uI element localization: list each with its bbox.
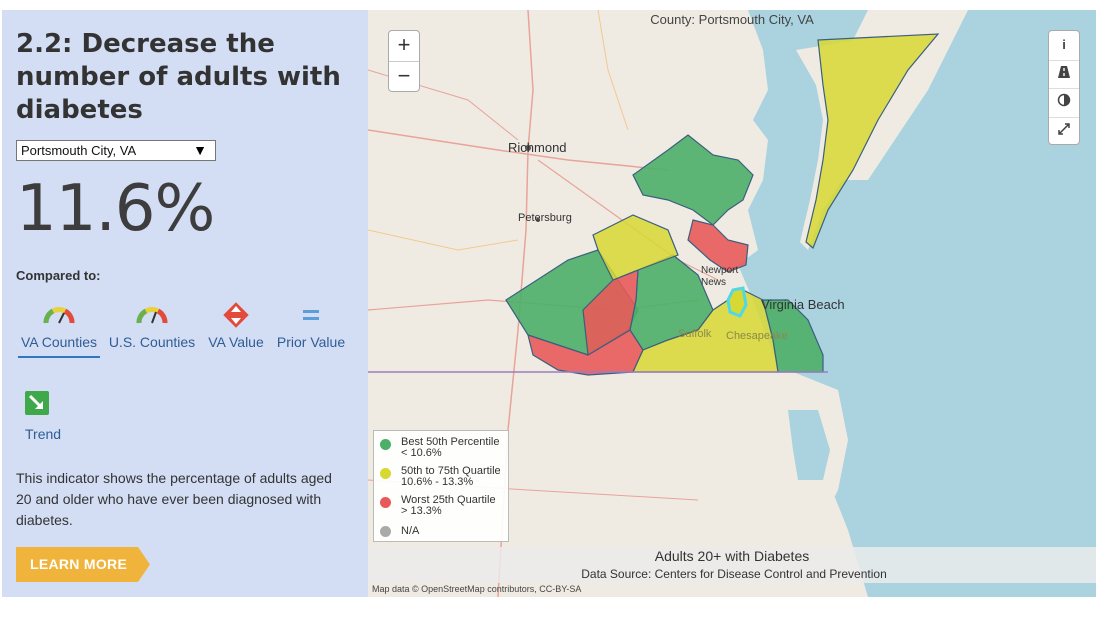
legend-range: < 10.6% xyxy=(401,447,442,459)
map-legend: Best 50th Percentile < 10.6% 50th to 75th… xyxy=(373,430,509,542)
county-label: County: Portsmouth City, VA xyxy=(650,12,814,27)
indicator-value: 11.6% xyxy=(16,172,215,246)
compare-label: VA Value xyxy=(208,334,264,350)
legend-dot xyxy=(380,526,391,537)
place-label: Newport News xyxy=(701,265,739,288)
gauge-icon xyxy=(108,300,196,330)
zoom-control: + − xyxy=(388,30,420,92)
compare-label: Prior Value xyxy=(276,334,346,350)
legend-range: > 13.3% xyxy=(401,505,442,517)
trend-button[interactable]: Trend xyxy=(24,390,61,442)
legend-dot xyxy=(380,497,391,508)
place-label: Petersburg xyxy=(518,212,572,224)
basemap xyxy=(368,10,1096,597)
legend-label: Worst 25th Quartile xyxy=(401,494,496,506)
legend-dot xyxy=(380,439,391,450)
fullscreen-icon[interactable] xyxy=(1049,116,1079,146)
road-icon[interactable] xyxy=(1049,59,1079,89)
county-region-yellow-eastern-shore xyxy=(805,33,940,250)
zoom-in-button[interactable]: + xyxy=(397,32,411,57)
place-label: Richmond xyxy=(508,140,567,155)
compare-us-counties-button[interactable]: U.S. Counties xyxy=(108,300,196,350)
gauge-icon xyxy=(18,300,100,330)
compare-va-value-button[interactable]: VA Value xyxy=(206,300,266,350)
diamond-arrows-icon xyxy=(206,300,266,330)
place-label: Suffolk xyxy=(678,328,712,340)
learn-more-button[interactable]: LEARN MORE xyxy=(16,547,150,582)
dropdown-arrow-icon: ▼ xyxy=(193,142,207,158)
county-region-red-peninsula xyxy=(687,219,749,273)
map-view[interactable]: Richmond Petersburg Newport News Virgini… xyxy=(368,10,1096,597)
indicator-description: This indicator shows the percentage of a… xyxy=(16,470,332,528)
place-label: Chesapeake xyxy=(726,330,788,342)
trend-label: Trend xyxy=(25,426,62,442)
compare-label: U.S. Counties xyxy=(108,334,196,350)
place-label: Virginia Beach xyxy=(761,297,845,312)
legend-range: 10.6% - 13.3% xyxy=(401,476,474,488)
learn-more-label: LEARN MORE xyxy=(30,556,128,572)
compare-prior-value-button[interactable]: Prior Value xyxy=(274,300,348,350)
legend-dot xyxy=(380,468,391,479)
indicator-panel: 2.2: Decrease the number of adults with … xyxy=(2,10,368,597)
indicator-title: 2.2: Decrease the number of adults with … xyxy=(16,29,341,125)
legend-label: N/A xyxy=(401,525,420,537)
county-region-green-north xyxy=(632,134,754,226)
equals-icon xyxy=(274,300,348,330)
layer-banner: Adults 20+ with Diabetes Data Source: Ce… xyxy=(368,547,1096,583)
legend-label: Best 50th Percentile xyxy=(401,436,500,448)
info-icon[interactable]: i xyxy=(1062,37,1066,52)
data-source: Data Source: Centers for Disease Control… xyxy=(581,567,887,581)
selected-county-portsmouth xyxy=(726,286,748,318)
compared-to-label: Compared to: xyxy=(16,268,101,283)
compare-label: VA Counties xyxy=(20,334,97,350)
county-region-yellow-west xyxy=(592,214,679,281)
contrast-icon[interactable] xyxy=(1049,88,1079,117)
ocean-shore xyxy=(848,10,1096,597)
zoom-out-button[interactable]: − xyxy=(389,61,419,91)
county-select-value: Portsmouth City, VA xyxy=(21,143,137,158)
trend-icon xyxy=(24,390,50,416)
county-select[interactable]: Portsmouth City, VA ▼ xyxy=(16,140,216,161)
layer-title: Adults 20+ with Diabetes xyxy=(654,548,810,564)
map-attribution[interactable]: Map data © OpenStreetMap contributors, C… xyxy=(372,584,582,594)
legend-label: 50th to 75th Quartile xyxy=(401,465,501,477)
sound xyxy=(788,410,830,480)
map-tools: i xyxy=(1048,30,1080,145)
compare-va-counties-button[interactable]: VA Counties xyxy=(18,300,100,358)
